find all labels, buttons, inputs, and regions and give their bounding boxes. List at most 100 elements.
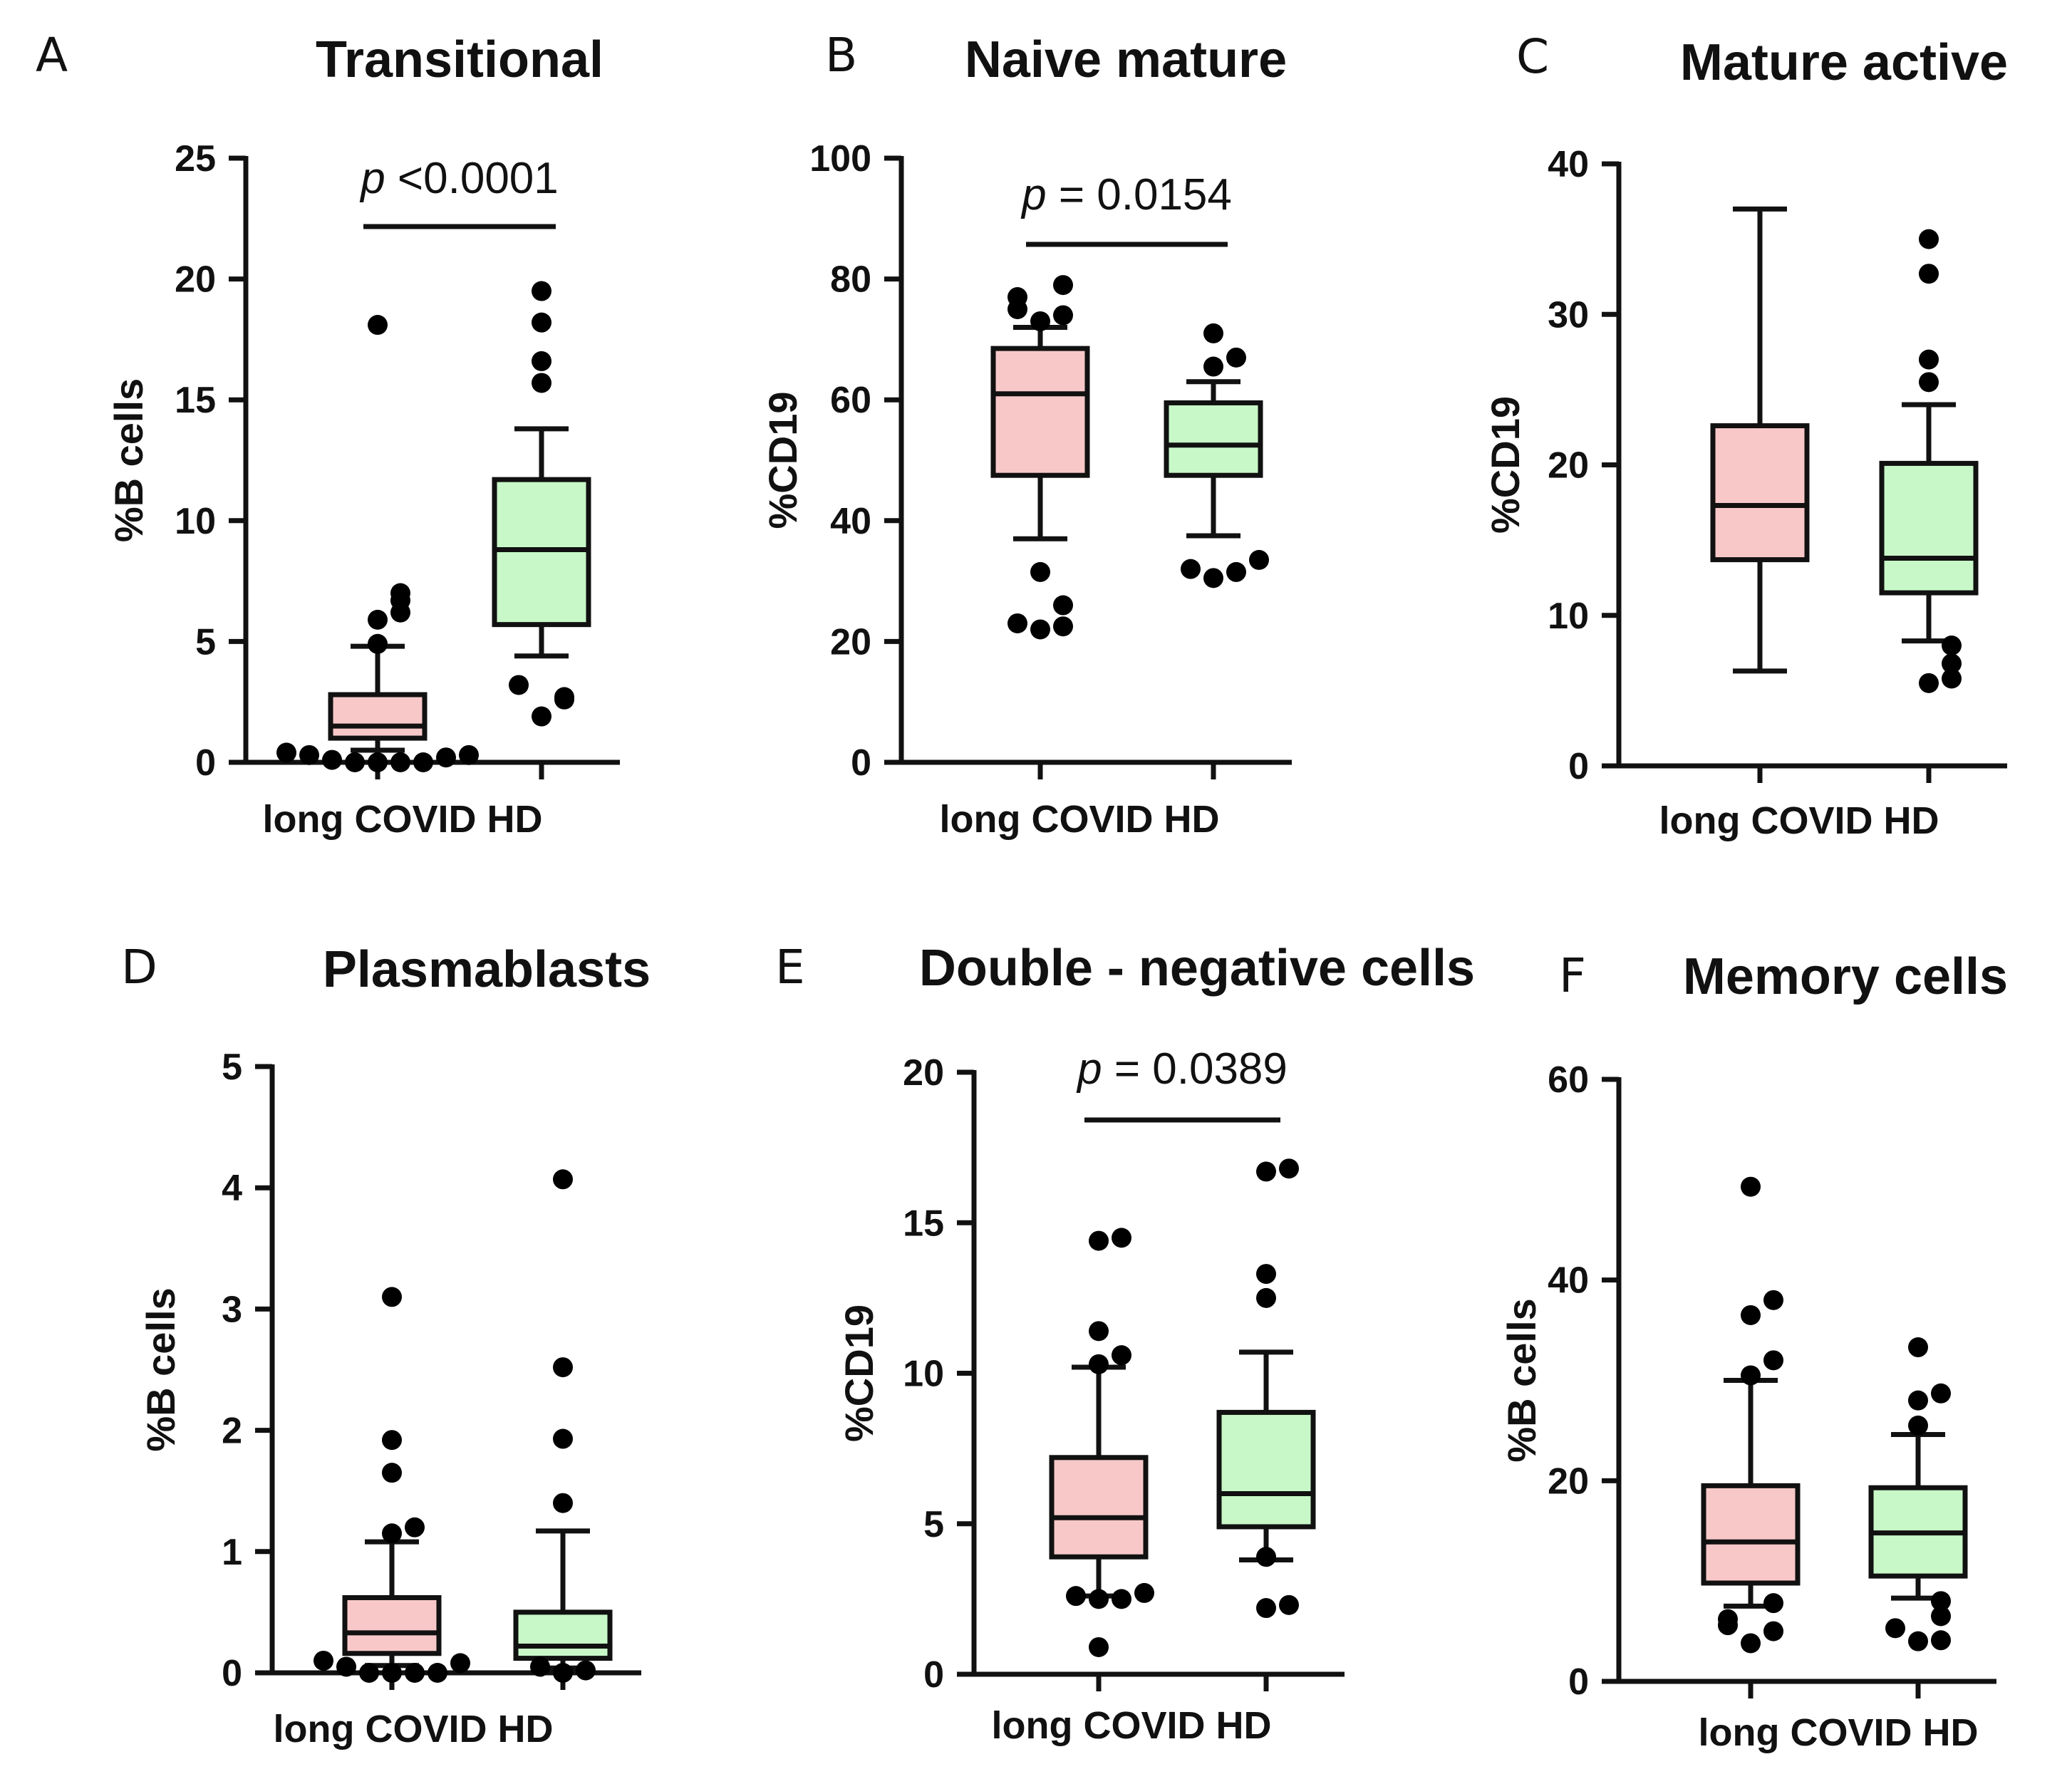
y-tick-label: 60 — [830, 380, 871, 421]
y-axis-label: %CD19 — [760, 392, 805, 529]
outlier-point — [1030, 561, 1050, 582]
box-group-long-covid — [1049, 1228, 1154, 1657]
y-tick-label: 100 — [809, 138, 871, 180]
outlier-point — [1053, 595, 1073, 616]
panel-e: E Double - negative cells 0 5 10 15 20 %CD19 lon… — [775, 940, 1475, 1747]
outlier-point — [1741, 1633, 1761, 1654]
p-value-label: p <0.0001 — [359, 154, 559, 203]
outlier-point — [1919, 229, 1939, 249]
outlier-point — [1279, 1158, 1299, 1179]
box-group-hd — [1879, 229, 1979, 693]
outlier-point — [1763, 1290, 1783, 1310]
outlier-point — [1256, 1264, 1276, 1285]
outlier-point — [382, 1287, 402, 1307]
panel-b: B Naive mature 0 20 40 60 80 100 %CD19 long COVID… — [760, 28, 1292, 841]
outlier-point — [553, 1169, 573, 1190]
box — [1701, 1483, 1801, 1586]
y-tick-label: 4 — [222, 1168, 242, 1209]
y-tick-label: 0 — [1568, 746, 1589, 787]
outlier-point — [1226, 561, 1246, 582]
outlier-point — [553, 1493, 573, 1513]
outlier-point — [1112, 1228, 1131, 1248]
outlier-point — [1256, 1598, 1276, 1619]
box-group-long-covid — [314, 1287, 470, 1683]
outlier-point — [405, 1663, 425, 1683]
outlier-point — [1763, 1621, 1783, 1641]
outlier-point — [532, 351, 551, 371]
y-tick-label: 3 — [222, 1289, 242, 1330]
outlier-point — [1908, 1337, 1928, 1358]
outlier-point — [1931, 1383, 1951, 1404]
outlier-point — [1053, 275, 1073, 296]
x-axis-label: long COVID HD — [274, 1708, 554, 1750]
outlier-point — [390, 583, 410, 603]
outlier-point — [336, 1656, 356, 1677]
panel-letter: B — [825, 28, 857, 83]
y-tick-label: 20 — [1548, 445, 1589, 487]
box-group-long-covid — [276, 315, 479, 772]
outlier-point — [1885, 1618, 1905, 1639]
outlier-point — [1256, 1287, 1276, 1308]
y-tick-label: 10 — [903, 1354, 944, 1395]
outlier-point — [1919, 372, 1939, 393]
x-axis-label: long COVID HD — [940, 798, 1220, 841]
panel-letter: A — [36, 28, 68, 83]
outlier-point — [553, 1663, 573, 1683]
y-tick-label: 5 — [222, 1047, 242, 1088]
y-tick-label: 5 — [195, 621, 216, 663]
outlier-point — [359, 1663, 379, 1683]
y-axis-label: %B cells — [106, 378, 151, 542]
outlier-point — [1741, 1365, 1761, 1386]
outlier-point — [1030, 619, 1050, 640]
y-tick-label: 40 — [830, 501, 871, 542]
box-group-hd — [1164, 323, 1269, 588]
y-tick-label: 20 — [830, 621, 871, 663]
outlier-point — [1203, 323, 1223, 343]
box-group-long-covid — [1710, 206, 1810, 674]
y-tick-label: 20 — [175, 259, 216, 301]
panel-letter: F — [1559, 948, 1586, 1003]
outlier-point — [1181, 559, 1201, 579]
box — [1164, 400, 1263, 478]
y-axis-label: %CD19 — [1483, 396, 1528, 534]
outlier-point — [1942, 668, 1962, 689]
outlier-point — [436, 747, 456, 768]
outlier-point — [368, 315, 388, 336]
panel-title: Memory cells — [1683, 948, 2008, 1005]
panel-letter: C — [1516, 29, 1549, 84]
y-axis-label: %B cells — [1499, 1298, 1544, 1462]
panel-title: Transitional — [316, 31, 604, 88]
x-axis-label: long COVID HD — [263, 798, 543, 841]
panel-title: Double - negative cells — [919, 940, 1475, 997]
y-tick-label: 10 — [175, 501, 216, 542]
outlier-point — [1931, 1630, 1951, 1651]
y-tick-label: 0 — [222, 1653, 242, 1694]
outlier-point — [1908, 1390, 1928, 1411]
outlier-point — [322, 749, 342, 770]
p-value-text: <0.0001 — [385, 154, 559, 203]
outlier-point — [553, 1428, 573, 1449]
outlier-point — [1919, 673, 1939, 693]
y-tick-label: 15 — [175, 380, 216, 421]
panel-a: A Transitional 0 5 10 15 20 25 %B cells long COVI… — [36, 28, 620, 841]
p-value-text: = 0.0154 — [1047, 170, 1232, 219]
box — [990, 346, 1090, 478]
y-tick-label: 25 — [175, 138, 216, 180]
outlier-point — [1942, 653, 1962, 674]
y-tick-label: 1 — [222, 1532, 242, 1573]
outlier-point — [368, 752, 388, 772]
outlier-point — [1089, 1636, 1109, 1657]
outlier-point — [368, 609, 388, 630]
outlier-point — [509, 675, 529, 695]
panel-title: Naive mature — [965, 31, 1287, 88]
outlier-point — [1931, 1606, 1951, 1627]
outlier-point — [1089, 1321, 1109, 1342]
outlier-point — [1931, 1591, 1951, 1612]
outlier-point — [345, 752, 365, 772]
outlier-point — [1249, 549, 1269, 570]
outlier-point — [1226, 347, 1246, 368]
box-group-long-covid — [990, 275, 1090, 640]
outlier-point — [1066, 1586, 1086, 1607]
outlier-point — [1741, 1304, 1761, 1325]
